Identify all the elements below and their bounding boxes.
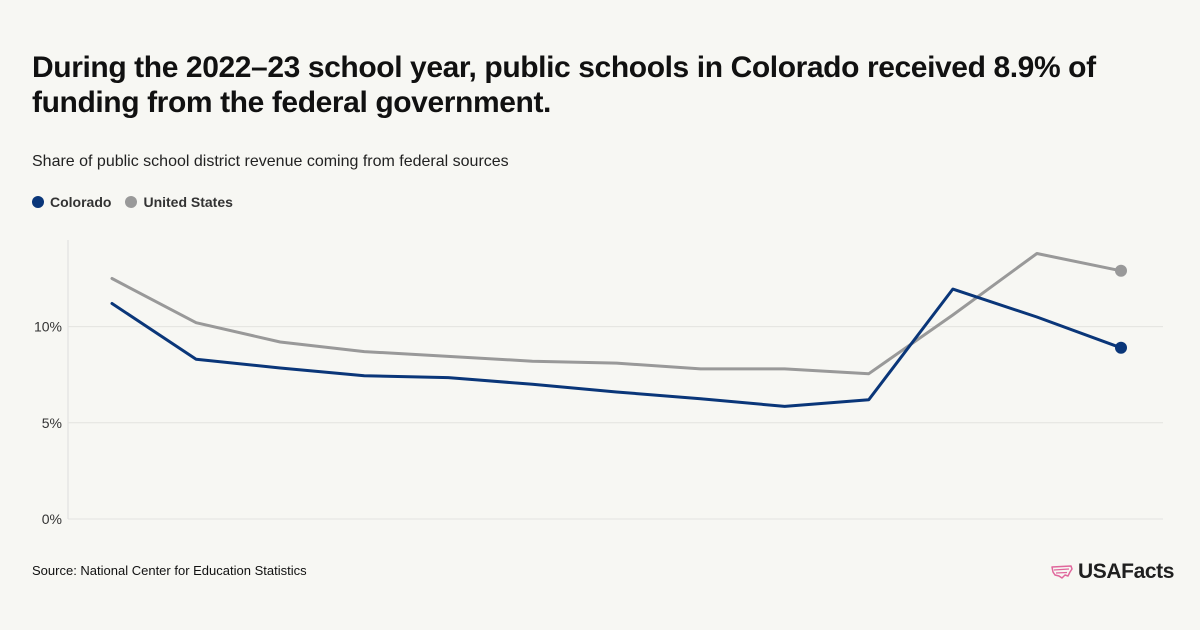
y-tick-label: 10% — [34, 319, 62, 335]
chart-subtitle: Share of public school district revenue … — [32, 153, 509, 170]
series-end-point-united-states — [1115, 264, 1127, 277]
brand-logo[interactable]: USAFacts — [1050, 560, 1174, 584]
usa-map-icon — [1051, 565, 1073, 579]
series-line-united-states — [110, 252, 1123, 376]
legend-item-colorado[interactable]: Colorado — [32, 194, 111, 210]
legend-item-united-states[interactable]: United States — [125, 194, 233, 210]
series-end-point-colorado — [1115, 341, 1127, 354]
page-title: During the 2022–23 school year, public s… — [32, 51, 1096, 119]
y-tick-label: 5% — [42, 415, 62, 431]
brand-name: USAFacts — [1078, 560, 1174, 583]
source-note: Source: National Center for Education St… — [32, 563, 307, 578]
legend-marker-colorado — [32, 196, 44, 208]
legend-label-united-states: United States — [143, 194, 233, 210]
legend-label-colorado: Colorado — [50, 194, 112, 210]
legend-marker-united-states — [125, 196, 138, 208]
series-line-colorado — [110, 287, 1123, 408]
y-tick-label: 0% — [42, 511, 62, 527]
chart-legend: Colorado United States — [32, 194, 247, 210]
